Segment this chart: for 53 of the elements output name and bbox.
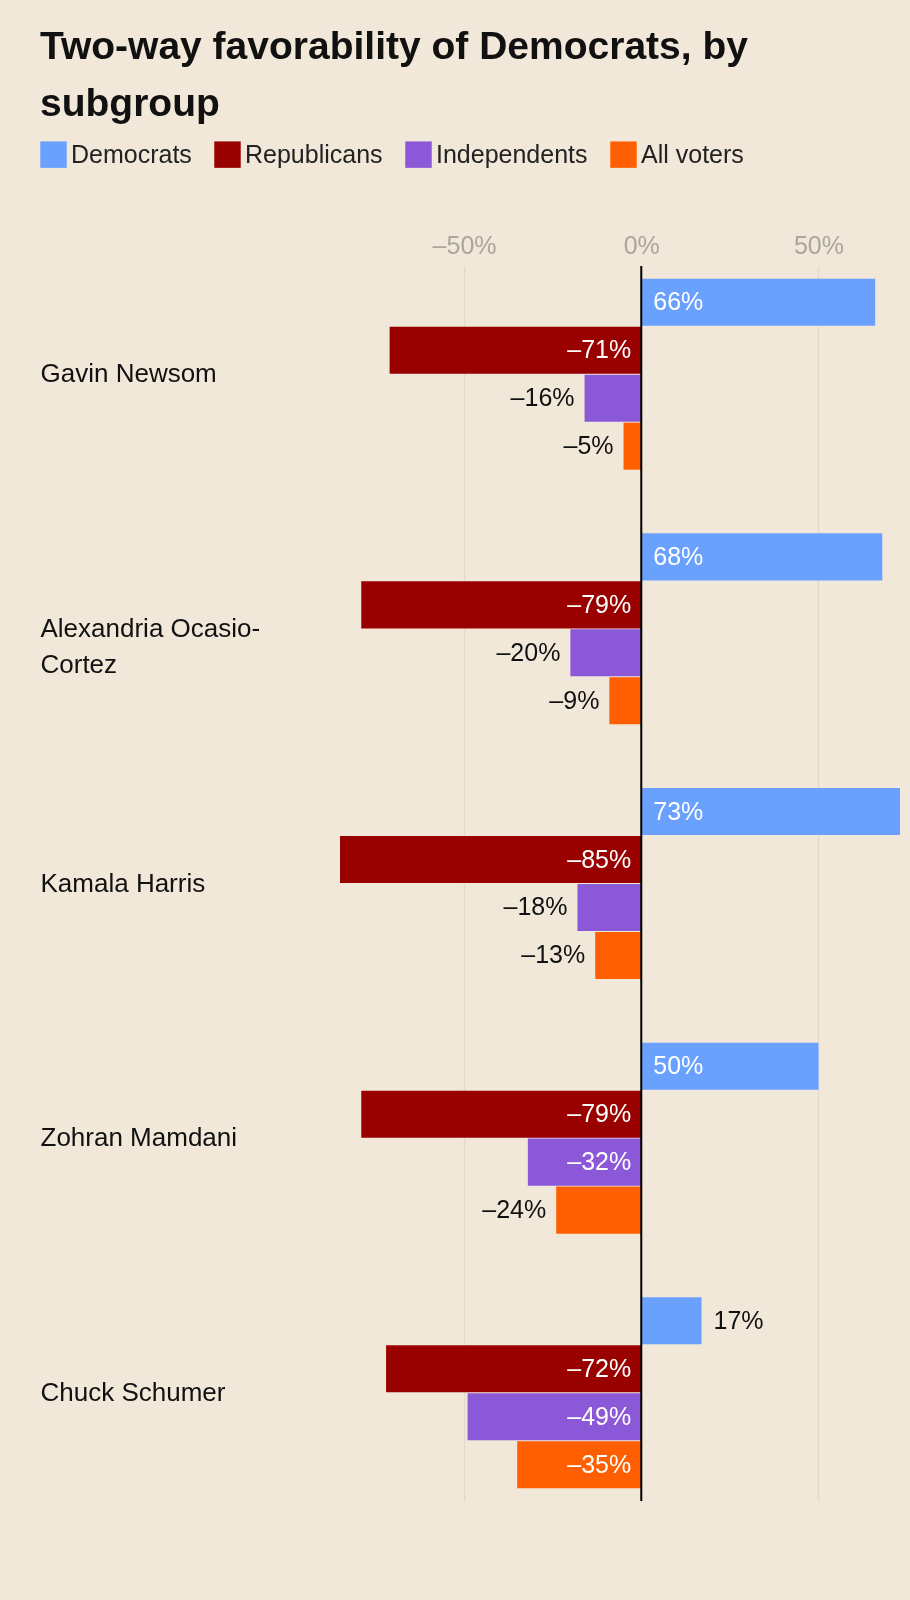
bar [340, 836, 642, 884]
legend-label: Independents [436, 139, 588, 168]
data-label: –18% [503, 892, 568, 921]
legend-label: All voters [641, 139, 744, 168]
bar [467, 1393, 642, 1441]
bar [517, 1441, 642, 1489]
data-label: 73% [653, 796, 704, 825]
legend-label: Republicans [245, 139, 383, 168]
data-label: –79% [567, 589, 632, 618]
bar [361, 1090, 642, 1138]
bar [641, 278, 876, 326]
y-tick-label: Kamala Harris [40, 867, 206, 898]
data-label: –85% [567, 844, 632, 873]
bar [641, 1042, 819, 1090]
y-tick-label: Alexandria Ocasio-Cortez [40, 612, 261, 679]
bar [389, 326, 642, 374]
bar [641, 788, 900, 836]
bar [361, 581, 642, 629]
data-label: –9% [549, 685, 600, 714]
x-tick-label: –50% [432, 230, 497, 259]
bar [595, 932, 642, 980]
data-label: 17% [713, 1305, 764, 1334]
chart-title: Two-way favorability of Democrats, by subgroup [39, 23, 749, 126]
data-label: –71% [567, 335, 632, 364]
bar [386, 1345, 642, 1393]
data-label: –32% [567, 1147, 632, 1176]
data-label: –20% [496, 637, 561, 666]
data-label: 66% [653, 287, 704, 316]
data-label: 50% [653, 1051, 704, 1080]
bar [609, 677, 642, 725]
data-label: –5% [563, 431, 614, 460]
y-tick-label: Chuck Schumer [40, 1376, 226, 1407]
bar [527, 1138, 642, 1186]
x-tick-label: 50% [793, 230, 844, 259]
data-label: –16% [510, 383, 575, 412]
legend-label: Democrats [71, 139, 192, 168]
data-label: –24% [482, 1195, 547, 1224]
bar [623, 422, 642, 470]
bar [641, 1297, 702, 1345]
data-label: 68% [653, 541, 704, 570]
bar [577, 884, 642, 932]
y-tick-label: Zohran Mamdani [40, 1122, 238, 1153]
bar [556, 1186, 642, 1234]
data-label: –72% [567, 1353, 632, 1382]
data-label: –79% [567, 1099, 632, 1128]
bar [570, 629, 642, 677]
x-tick-label: 0% [623, 230, 660, 259]
data-label: –35% [567, 1449, 632, 1478]
bar [584, 374, 642, 422]
y-tick-label: Gavin Newsom [40, 358, 217, 389]
data-label: –13% [521, 940, 586, 969]
data-label: –49% [567, 1401, 632, 1430]
bar [641, 533, 883, 581]
